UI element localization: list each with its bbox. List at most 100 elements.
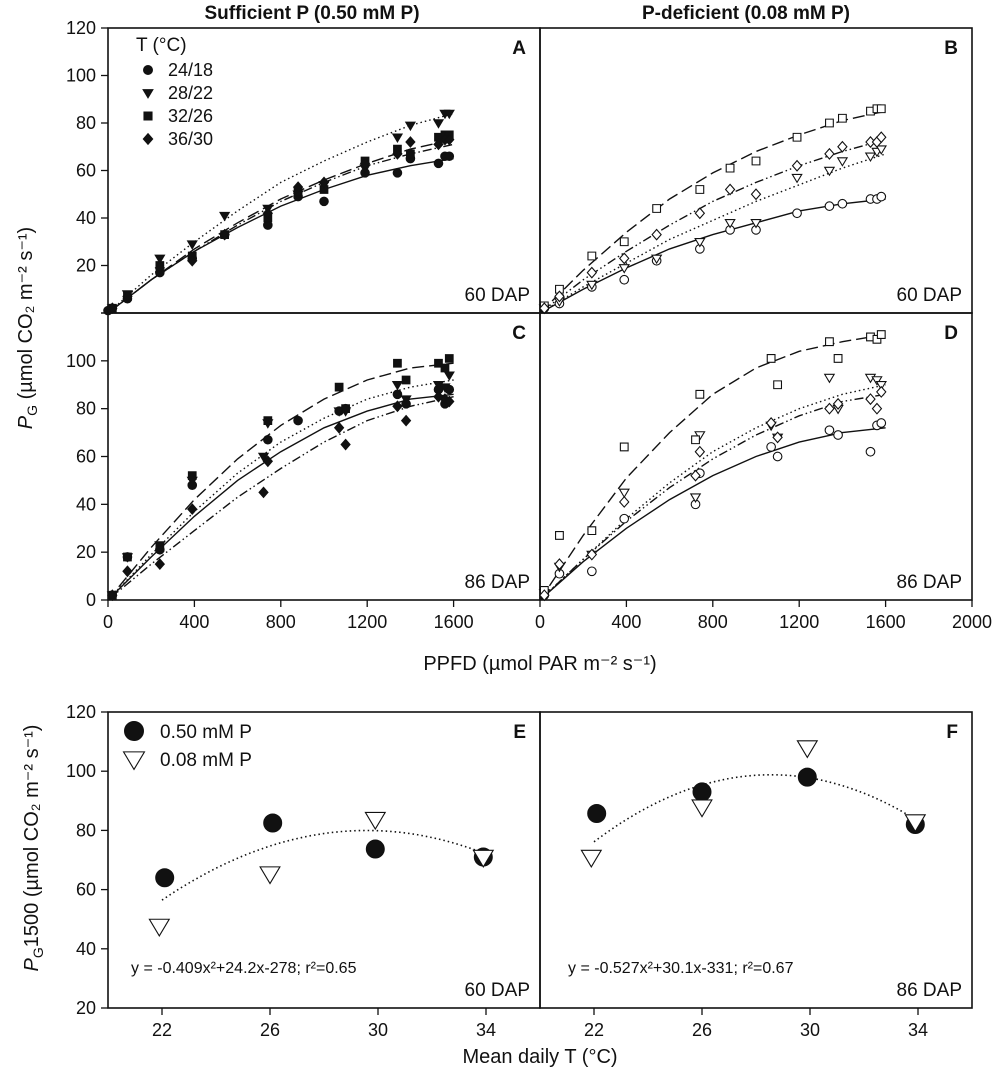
panel-A: 20 40 60 80 100 120 A 60 DAP T (°C) 24/18 28/22 32/…	[66, 18, 541, 316]
panel-letter-A: A	[512, 38, 526, 59]
data-point-C-32/26	[187, 471, 197, 481]
x-tick-label-D: 0	[535, 612, 545, 632]
data-point-B-24/18	[824, 201, 835, 211]
data-point-B-28/22	[724, 218, 736, 229]
legend-marker-36/30	[142, 132, 154, 146]
data-point-A-36/30	[122, 290, 133, 303]
data-point-C-36/30	[392, 400, 403, 413]
y-tick-label-E: 120	[66, 702, 96, 722]
data-point-C-28/22	[443, 371, 455, 381]
stage-label-A: 60 DAP	[465, 285, 530, 306]
data-point-B-32/26	[792, 132, 802, 142]
data-point-E-0.08 mM P	[148, 918, 171, 937]
data-point-B-32/26	[837, 113, 847, 123]
panels-layer: 20 40 60 80 100 120 A 60 DAP T (°C) 24/18 28/22 32/…	[66, 18, 992, 1040]
data-point-B-32/26	[652, 204, 662, 213]
x-tick-label-C: 800	[266, 612, 296, 632]
data-point-C-24/18	[263, 434, 273, 445]
data-point-D-36/30	[824, 402, 835, 415]
x-tick-label-C: 0	[103, 612, 113, 632]
data-point-D-32/26	[876, 330, 886, 339]
data-point-D-36/30	[539, 589, 550, 602]
legend-title: T (°C)	[136, 35, 187, 56]
x-tick-label-D: 400	[611, 612, 641, 632]
data-point-B-28/22	[864, 152, 877, 163]
data-point-B-32/26	[555, 284, 564, 294]
data-point-C-28/22	[257, 452, 270, 463]
y-tick-label-A: 40	[76, 208, 96, 228]
data-point-C-36/30	[333, 421, 345, 434]
data-point-C-32/26	[334, 382, 344, 392]
data-point-E-0.08 mM P	[364, 811, 387, 831]
data-point-A-36/30	[318, 176, 330, 189]
data-point-D-28/22	[875, 380, 887, 391]
data-point-D-32/26	[587, 526, 597, 536]
legend-label-36/30: 36/30	[168, 129, 213, 149]
legend-marker-24/18	[143, 65, 153, 75]
bottom-ylabel-sub: G	[30, 947, 46, 958]
data-point-D-36/30	[554, 558, 565, 571]
data-point-B-32/26	[751, 156, 761, 166]
data-point-D-32/26	[825, 337, 834, 347]
y-tick-label-C: 100	[66, 351, 96, 371]
data-point-C-32/26	[401, 375, 411, 385]
data-point-B-32/26	[695, 185, 705, 194]
data-point-D-36/30	[876, 385, 887, 398]
column-title-sufficient: Sufficient P (0.50 mM P)	[204, 3, 419, 24]
data-point-D-36/30	[772, 431, 783, 444]
data-point-E-0.08 mM P	[259, 866, 281, 885]
fit-curve-C-32/26	[107, 362, 454, 601]
data-point-C-36/30	[340, 438, 351, 451]
data-point-C-36/30	[187, 503, 198, 516]
data-point-D-36/30	[586, 548, 598, 561]
data-point-A-28/22	[219, 211, 231, 222]
panel-letter-C: C	[512, 323, 526, 344]
x-tick-label-E: 26	[260, 1020, 280, 1040]
data-point-B-36/30	[586, 266, 598, 279]
data-point-C-32/26	[393, 358, 402, 368]
data-point-B-36/30	[724, 183, 736, 196]
data-point-B-36/30	[651, 228, 662, 241]
data-point-C-24/18	[392, 389, 403, 400]
data-point-D-24/18	[619, 513, 630, 524]
data-point-D-24/18	[766, 442, 776, 452]
data-point-C-32/26	[440, 363, 450, 373]
data-point-E-0.08 mM P	[472, 849, 495, 869]
data-point-D-36/30	[690, 469, 701, 482]
data-point-A-32/26	[406, 149, 415, 159]
y-tick-label-C: 40	[76, 494, 96, 514]
data-point-D-36/30	[618, 495, 630, 508]
column-title-deficient: P-deficient (0.08 mM P)	[642, 3, 850, 24]
data-point-C-36/30	[154, 558, 166, 571]
data-point-A-28/22	[404, 121, 417, 132]
y-tick-label-A: 60	[76, 161, 96, 181]
data-point-F-0.50 mM P	[587, 804, 607, 824]
data-point-A-36/30	[292, 181, 304, 194]
data-point-B-36/30	[554, 290, 565, 303]
data-point-B-32/26	[587, 251, 597, 261]
top-x-axis-label: PPFD (µmol PAR m⁻² s⁻¹)	[423, 653, 656, 675]
data-point-B-32/26	[866, 106, 875, 116]
panel-frame-F	[539, 711, 973, 1009]
x-tick-label-E: 22	[152, 1020, 172, 1040]
data-point-D-32/26	[691, 435, 700, 445]
data-point-B-32/26	[825, 118, 834, 128]
data-point-B-28/22	[836, 157, 849, 167]
data-point-C-28/22	[391, 381, 404, 391]
data-point-D-24/18	[833, 430, 843, 440]
data-point-D-28/22	[871, 376, 883, 386]
bottom-ylabel-rest: 1500 (µmol CO₂ m⁻² s⁻¹)	[21, 725, 43, 948]
legend-label-28/22: 28/22	[168, 83, 213, 103]
data-point-B-28/22	[650, 254, 663, 265]
stage-label-B: 60 DAP	[897, 285, 962, 306]
data-point-B-36/30	[837, 140, 848, 153]
panel-frame-B	[539, 27, 973, 314]
data-point-C-36/30	[444, 395, 455, 408]
x-tick-label-F: 22	[584, 1020, 604, 1040]
fit-equation-E: y = -0.409x²+24.2x-278; r²=0.65	[131, 960, 357, 977]
x-tick-label-D: 1200	[779, 612, 819, 632]
data-point-B-36/30	[618, 252, 630, 265]
fit-curve-E	[161, 829, 487, 901]
x-tick-label-C: 1600	[434, 612, 474, 632]
